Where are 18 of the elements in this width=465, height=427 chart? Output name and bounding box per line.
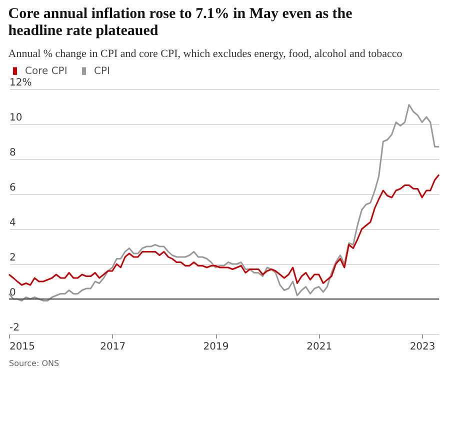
y-tick-label: 10 bbox=[10, 112, 22, 124]
y-tick-label: 8 bbox=[10, 148, 16, 158]
x-tick-label: 2023 bbox=[410, 342, 436, 352]
y-tick-label: -2 bbox=[10, 322, 20, 334]
x-tick-label: 2021 bbox=[306, 342, 332, 352]
legend-label: Core CPI bbox=[25, 66, 68, 78]
y-tick-label: 4 bbox=[10, 218, 16, 228]
chart-subtitle: Annual % change in CPI and core CPI, which excludes energy, food, alcohol and tobacco bbox=[8, 48, 403, 60]
y-tick-label: 2 bbox=[10, 252, 16, 264]
source-note: Source: ONS bbox=[9, 359, 60, 368]
y-tick-label: 0 bbox=[10, 288, 16, 298]
y-tick-label: 12% bbox=[10, 78, 32, 88]
y-tick-label: 6 bbox=[10, 182, 16, 194]
x-tick-label: 2017 bbox=[100, 342, 126, 352]
x-tick-label: 2015 bbox=[10, 342, 35, 352]
legend-label: CPI bbox=[94, 66, 110, 78]
chart-title: Core annual inflation rose to 7.1% in May even as the headline rate plateaued bbox=[8, 6, 353, 39]
x-tick-label: 2019 bbox=[203, 342, 229, 352]
